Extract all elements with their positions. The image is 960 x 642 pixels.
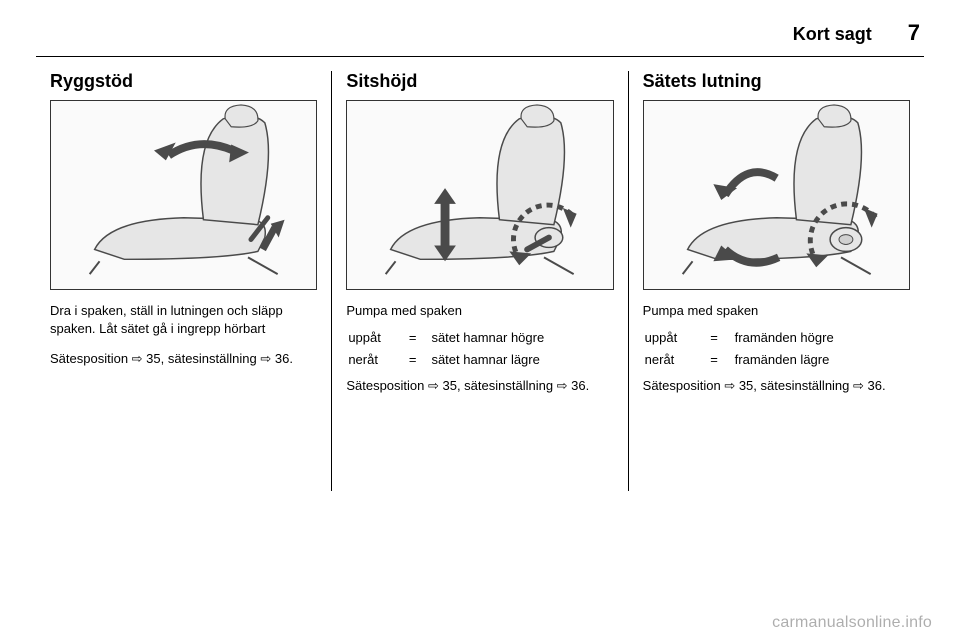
- page-number: 7: [908, 20, 920, 46]
- reference-text: Sätesposition ⇨ 35, sätesinställning ⇨ 3…: [643, 377, 910, 395]
- header-divider: [36, 56, 924, 57]
- page-header: Kort sagt 7: [36, 20, 924, 46]
- table-cell: =: [409, 328, 430, 348]
- table-row: neråt = sätet hamnar lägre: [348, 350, 611, 370]
- table-cell: sätet hamnar högre: [431, 328, 611, 348]
- manual-page: Kort sagt 7 Ryggstöd: [0, 0, 960, 642]
- instruction-text: Dra i spaken, ställ in lutningen och slä…: [50, 302, 317, 338]
- column-title: Ryggstöd: [50, 71, 317, 92]
- seat-diagram-icon: [51, 101, 316, 289]
- seat-tilt-figure: [643, 100, 910, 290]
- table-cell: uppåt: [645, 328, 709, 348]
- table-row: uppåt = sätet hamnar högre: [348, 328, 611, 348]
- column-title: Sitshöjd: [346, 71, 613, 92]
- seat-backrest-figure: [50, 100, 317, 290]
- seat-diagram-icon: [644, 101, 909, 289]
- table-cell: =: [409, 350, 430, 370]
- table-cell: uppåt: [348, 328, 407, 348]
- table-row: uppåt = framänden högre: [645, 328, 908, 348]
- column-lutning: Sätets lutning: [629, 71, 924, 491]
- section-title: Kort sagt: [793, 24, 872, 45]
- table-cell: sätet hamnar lägre: [431, 350, 611, 370]
- column-ryggstod: Ryggstöd: [36, 71, 332, 491]
- definition-table: uppåt = framänden högre neråt = framände…: [643, 326, 910, 371]
- table-cell: neråt: [348, 350, 407, 370]
- content-columns: Ryggstöd: [36, 71, 924, 491]
- table-row: neråt = framänden lägre: [645, 350, 908, 370]
- definition-table: uppåt = sätet hamnar högre neråt = sätet…: [346, 326, 613, 371]
- watermark-text: carmanualsonline.info: [772, 614, 932, 632]
- seat-height-figure: [346, 100, 613, 290]
- instruction-text: Pumpa med spaken: [346, 302, 613, 320]
- reference-text: Sätesposition ⇨ 35, sätesinställning ⇨ 3…: [50, 350, 317, 368]
- table-cell: =: [710, 350, 732, 370]
- seat-diagram-icon: [347, 101, 612, 289]
- column-sitshojd: Sitshöjd: [332, 71, 628, 491]
- column-title: Sätets lutning: [643, 71, 910, 92]
- instruction-text: Pumpa med spaken: [643, 302, 910, 320]
- table-cell: framänden lägre: [735, 350, 908, 370]
- reference-text: Sätesposition ⇨ 35, sätesinställning ⇨ 3…: [346, 377, 613, 395]
- table-cell: neråt: [645, 350, 709, 370]
- table-cell: framänden högre: [735, 328, 908, 348]
- table-cell: =: [710, 328, 732, 348]
